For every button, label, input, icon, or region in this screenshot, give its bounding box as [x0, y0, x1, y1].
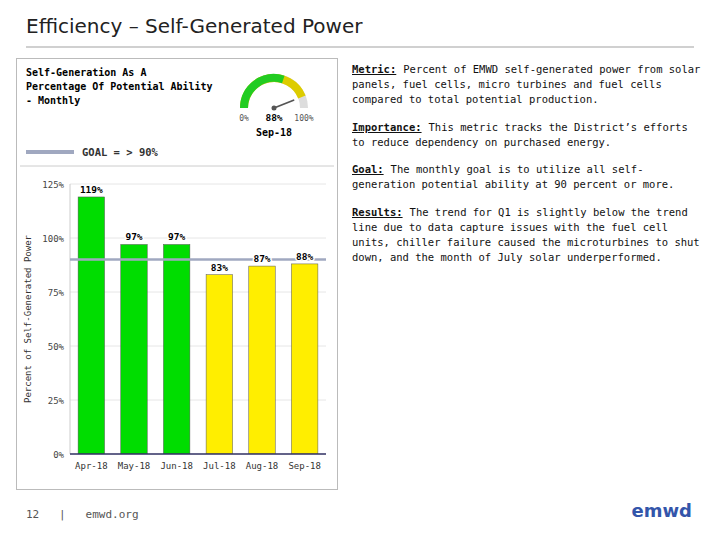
gauge-title: Sep-18 — [256, 127, 292, 138]
data-label: 83% — [211, 262, 228, 273]
note: Goal:The monthly goal is to utilize all … — [352, 162, 702, 192]
gauge-value-label: 88% — [265, 112, 282, 123]
grid-line — [70, 238, 326, 239]
note: Metric:Percent of EMWD self-generated po… — [352, 62, 702, 108]
grid-line — [70, 400, 326, 401]
note-text: The monthly goal is to utilize all self-… — [352, 163, 674, 190]
legend-label: GOAL = > 90% — [82, 146, 159, 158]
note-label: Results: — [352, 206, 403, 218]
chart-title: - Monthly — [26, 95, 80, 106]
x-tick-label: Sep-18 — [288, 461, 321, 471]
data-label: 119% — [80, 184, 103, 195]
notes: Metric:Percent of EMWD self-generated po… — [352, 62, 702, 277]
y-tick-label: 75% — [48, 288, 65, 298]
note-label: Goal: — [352, 163, 384, 175]
bar — [249, 266, 275, 454]
note-text: The trend for Q1 is slightly below the t… — [352, 206, 700, 264]
title-rule — [26, 46, 694, 48]
legend-swatch — [26, 150, 74, 154]
note: Results:The trend for Q1 is slightly bel… — [352, 205, 702, 266]
data-label: 88% — [296, 251, 313, 262]
y-tick-label: 100% — [42, 234, 64, 244]
x-tick-label: Jul-18 — [203, 461, 236, 471]
y-tick-label: 50% — [48, 342, 65, 352]
y-tick-label: 125% — [42, 180, 64, 190]
y-tick-label: 25% — [48, 396, 65, 406]
gauge-hub — [272, 106, 277, 111]
gauge-tick-label: 0% — [239, 114, 249, 123]
logo: emwd — [632, 500, 692, 521]
gauge-band — [244, 78, 283, 108]
bar — [163, 244, 189, 454]
note-label: Importance: — [352, 121, 422, 133]
gauge-track — [244, 78, 304, 108]
footer: 12 | emwd.org — [26, 508, 139, 521]
chart-title: Percentage Of Potential Ability — [26, 81, 213, 92]
x-axis — [70, 453, 326, 455]
gauge-needle — [274, 100, 294, 108]
page-title: Efficiency – Self-Generated Power — [26, 14, 362, 38]
x-tick-label: Aug-18 — [246, 461, 279, 471]
y-tick-label: 0% — [53, 450, 64, 460]
grid-line — [70, 184, 326, 185]
x-tick-label: Apr-18 — [75, 461, 108, 471]
data-label: 97% — [168, 231, 185, 242]
y-label: Percent of Self-Generated Power — [23, 234, 33, 403]
x-tick-label: Jun-18 — [160, 461, 193, 471]
panel-border — [17, 59, 338, 490]
data-label: 87% — [253, 253, 270, 264]
grid-line — [70, 346, 326, 347]
plot-marks — [70, 197, 326, 454]
grid-line — [70, 454, 326, 455]
data-label: 97% — [125, 231, 142, 242]
chart-panel: Self-Generation As A Percentage Of Potent… — [16, 58, 338, 490]
goal-line — [70, 258, 326, 261]
note-label: Metric: — [352, 63, 396, 75]
x-tick-label: May-18 — [118, 461, 151, 471]
gauge-tick-label: 100% — [294, 114, 313, 123]
bar — [206, 275, 232, 454]
note: Importance:This metric tracks the Distri… — [352, 120, 702, 150]
gauge-value — [244, 78, 302, 108]
bar — [291, 264, 317, 454]
separator — [20, 166, 334, 167]
chart-title: Self-Generation As A — [26, 67, 146, 78]
bar — [78, 197, 104, 454]
y-axis — [70, 184, 71, 454]
bar — [121, 244, 147, 454]
note-text: Percent of EMWD self-generated power fro… — [352, 63, 700, 105]
grid-line — [70, 292, 326, 293]
